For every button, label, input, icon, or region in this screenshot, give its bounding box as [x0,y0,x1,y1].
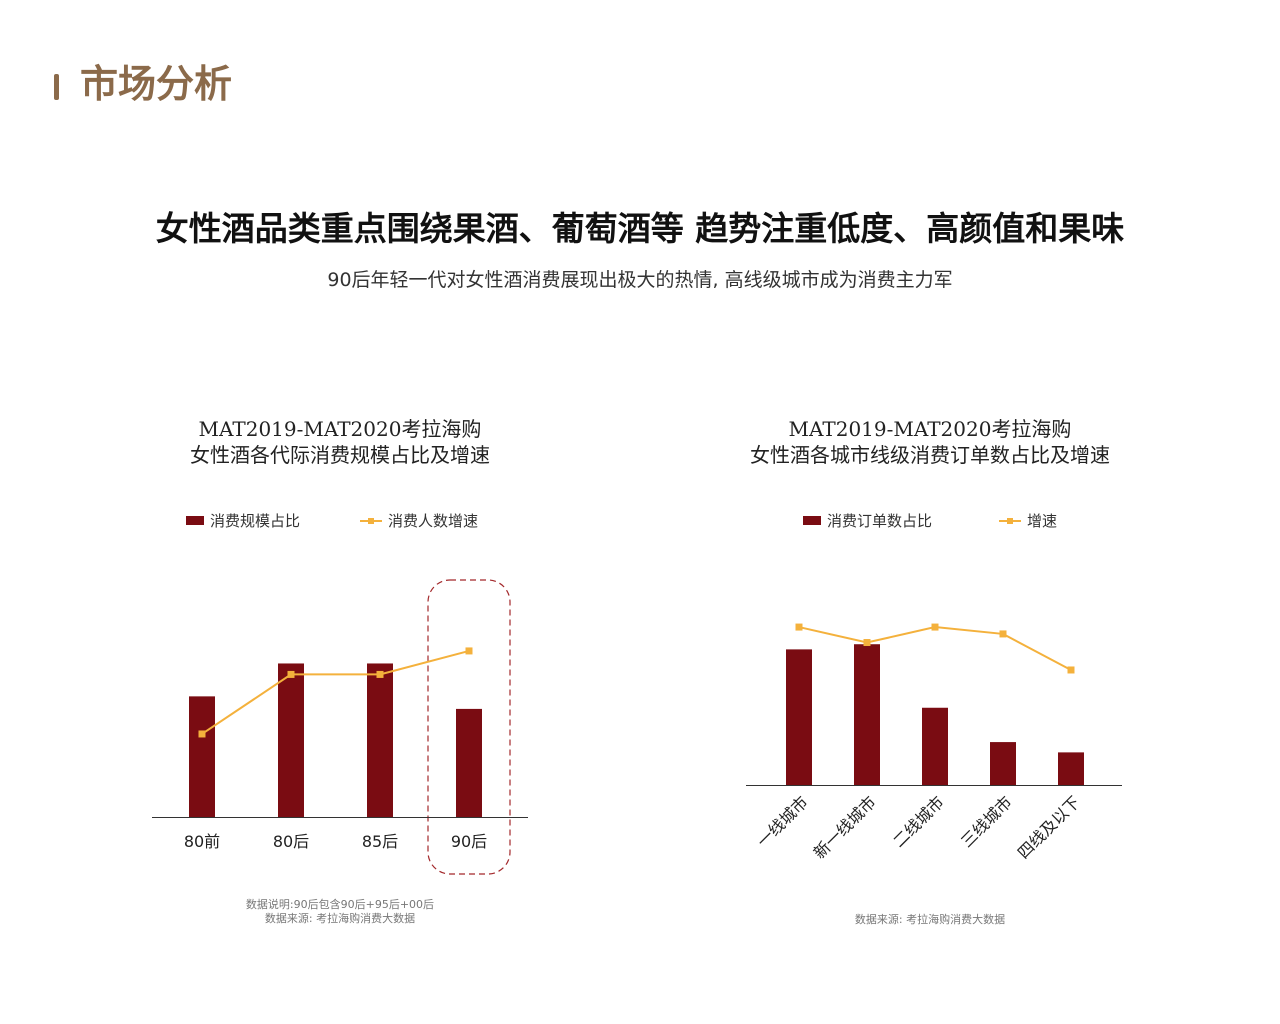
chart2-line-point-3 [931,623,939,631]
chart1-title-line-1: MAT2019-MAT2020考拉海购 [198,417,482,441]
chart2-line-point-4 [999,630,1007,638]
chart1-bar-3 [367,663,393,817]
chart1-notes: 数据说明:90后包含90后+95后+00后 数据来源: 考拉海购消费大数据 [140,898,540,926]
chart1-line-point-2 [287,670,295,678]
chart1-note-2: 数据来源: 考拉海购消费大数据 [264,912,416,925]
chart1-legend: 消费规模占比 消费人数增速 [186,509,526,533]
chart2-tick-label-4: 三线城市 [957,792,1016,851]
chart1-bar-4 [456,708,482,817]
chart2-legend-bar: 消费订单数占比 [803,509,932,533]
chart2-bar-5 [1058,752,1084,785]
chart2-line-point-1 [795,623,803,631]
chart2-legend-line-swatch [999,516,1021,526]
section-title: 市场分析 [80,61,233,106]
chart2-legend-bar-label: 消费订单数占比 [827,512,933,530]
chart1-legend-line-label: 消费人数增速 [388,512,479,530]
chart1-title-line-2: 女性酒各代际消费规模占比及增速 [190,443,490,467]
chart2-bar-3 [922,707,948,785]
subline: 90后年轻一代对女性酒消费展现出极大的热情, 高线级城市成为消费主力军 [327,269,953,291]
section-accent-bar [54,74,59,100]
chart1-line-point-1 [198,730,206,738]
chart1-tick-label-4: 90后 [451,832,487,851]
chart1-plot: 80前 80后 85后 90后 [152,579,528,875]
chart1-line-point-4 [465,647,473,655]
chart2-legend-line-label: 增速 [1027,512,1058,530]
chart1-title: MAT2019-MAT2020考拉海购 女性酒各代际消费规模占比及增速 [140,416,540,468]
chart2-legend-line: 增速 [999,509,1057,533]
chart1-note-1: 数据说明:90后包含90后+95后+00后 [245,898,435,911]
chart1-legend-line: 消费人数增速 [360,509,478,533]
chart2-notes: 数据来源: 考拉海购消费大数据 [720,913,1140,927]
chart1-tick-label-1: 80前 [184,832,220,851]
chart2-title-line-2: 女性酒各城市线级消费订单数占比及增速 [750,443,1110,467]
chart2-note-1: 数据来源: 考拉海购消费大数据 [854,913,1006,926]
chart2-tick-label-5: 四线及以下 [1014,792,1084,862]
chart1-bar-1 [189,696,215,817]
chart2-tick-label-2: 新一线城市 [810,792,880,862]
chart2-title: MAT2019-MAT2020考拉海购 女性酒各城市线级消费订单数占比及增速 [720,416,1140,468]
chart2-bar-2 [854,644,880,785]
chart1-bar-2 [278,663,304,817]
chart1-tick-label-3: 85后 [362,832,398,851]
chart1-line-point-3 [376,670,384,678]
chart2-legend: 消费订单数占比 增速 [803,509,1103,533]
chart2-line-series [798,626,1072,671]
chart1-tick-label-2: 80后 [273,832,309,851]
headline: 女性酒品类重点围绕果酒、葡萄酒等 趋势注重低度、高颜值和果味 [155,209,1125,248]
chart1-legend-bar: 消费规模占比 [186,509,300,533]
chart1-line-series [201,649,470,735]
chart1-legend-bar-label: 消费规模占比 [210,512,301,530]
chart1-legend-line-swatch [360,516,382,526]
chart2-line-point-2 [863,639,871,647]
chart2-title-line-1: MAT2019-MAT2020考拉海购 [788,417,1072,441]
chart1-highlight-box [427,579,511,875]
chart2-line-point-5 [1067,666,1075,674]
chart2-bar-1 [786,649,812,785]
chart2-tick-label-3: 二线城市 [889,792,948,851]
chart2-bar-4 [990,742,1016,785]
chart2-legend-bar-swatch [803,516,821,525]
chart1-legend-bar-swatch [186,516,204,525]
chart2-tick-label-1: 一线城市 [753,792,812,851]
